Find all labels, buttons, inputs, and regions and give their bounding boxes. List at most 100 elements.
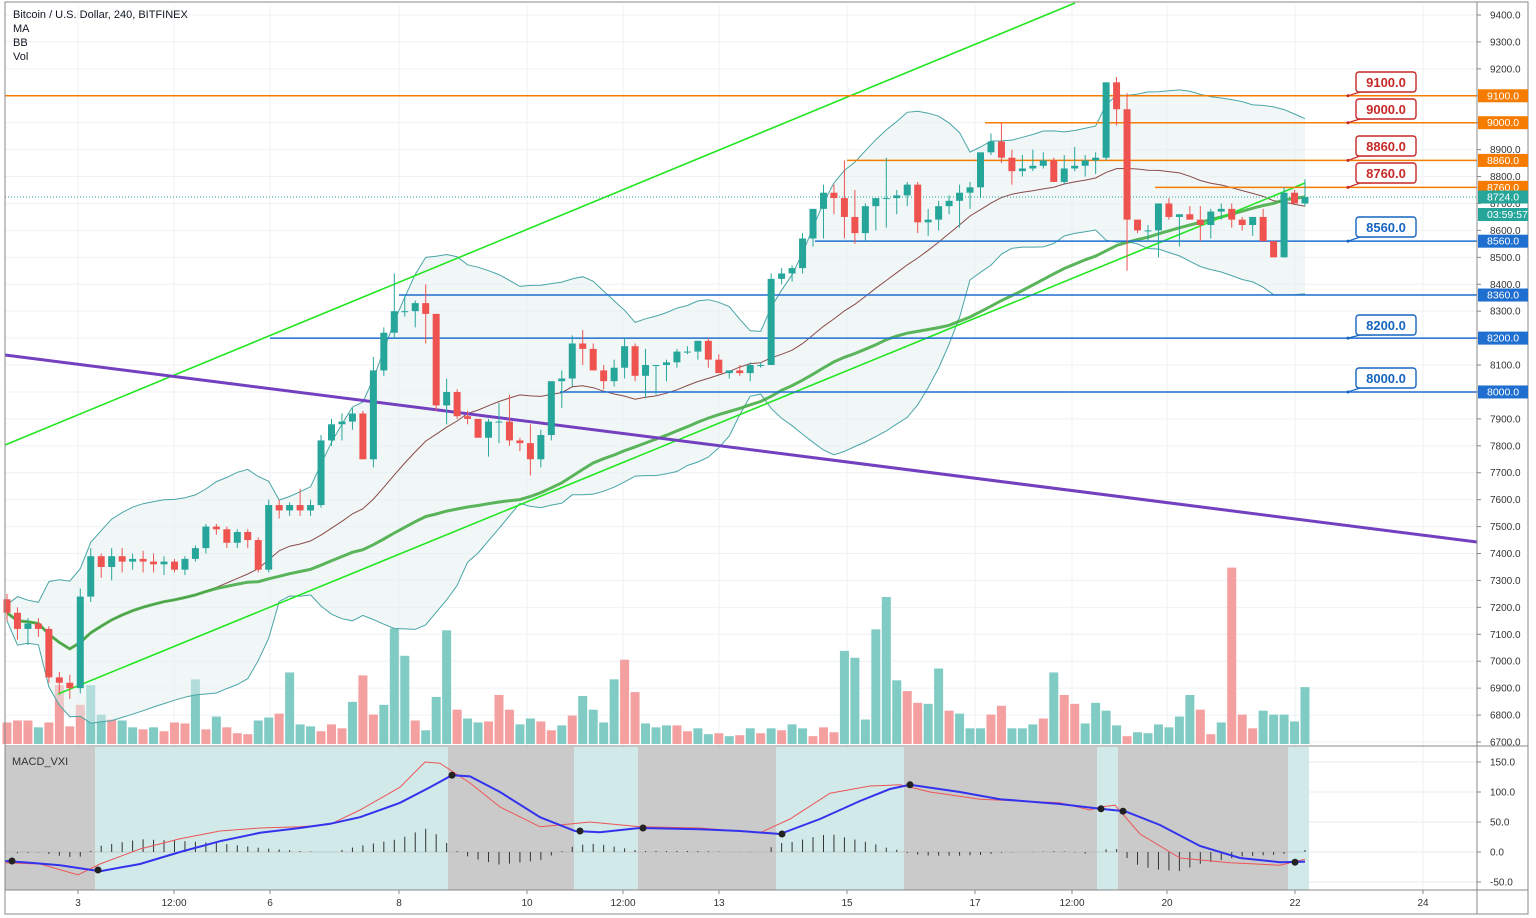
- macd-cross-dot: [576, 827, 584, 835]
- candle-body: [1123, 109, 1131, 220]
- indicator-ma-label[interactable]: MA: [13, 23, 30, 35]
- macd-cross-dot: [1119, 807, 1127, 815]
- candle-body: [1071, 165, 1079, 169]
- volume-bar: [1133, 732, 1143, 744]
- volume-bar: [1091, 702, 1101, 744]
- volume-bar: [724, 736, 734, 744]
- candle-body: [652, 365, 660, 367]
- macd-axis[interactable]: 150.0 100.0 50.0 0.0 -50.0: [1477, 758, 1515, 889]
- callout-box: [1355, 71, 1417, 93]
- candle-body: [736, 370, 744, 374]
- price-tag-label: 03:59:57: [1487, 209, 1528, 221]
- price-tag-label: 8000.0: [1487, 386, 1519, 398]
- price-axis[interactable]: 9400.0 9300.0 9200.0 9100.0 9000.0 8900.0 8800…: [1477, 11, 1528, 749]
- bb-upper: [6, 89, 1306, 606]
- volume-bar: [1174, 716, 1184, 744]
- horizontal-levels[interactable]: [5, 95, 1477, 393]
- volume-bar: [1143, 733, 1153, 744]
- indicator-vol-label[interactable]: Vol: [13, 51, 29, 63]
- callout-8000[interactable]: 8000.0: [1346, 367, 1417, 394]
- volume-bar: [557, 725, 567, 744]
- candle-body: [380, 332, 388, 371]
- price-tag-8724.0: [1478, 190, 1528, 204]
- callout-8760[interactable]: 8760.0: [1346, 162, 1417, 189]
- time-tick-label: 13: [713, 898, 725, 909]
- callout-8860[interactable]: 8860.0: [1346, 135, 1417, 162]
- candle-body: [411, 303, 419, 312]
- candle-body: [338, 421, 346, 425]
- descending-trend-line[interactable]: [4, 353, 1478, 544]
- price-tick-label: 8700.0: [1490, 199, 1521, 210]
- candle-body: [108, 556, 116, 567]
- candle-body: [1186, 214, 1194, 220]
- macd-cross-dot: [639, 824, 647, 832]
- trend-lines[interactable]: [4, 2, 1478, 695]
- callout-label: 9100.0: [1366, 75, 1406, 90]
- candle-body: [422, 303, 430, 314]
- volume-bar: [965, 728, 975, 744]
- candle-body: [129, 558, 137, 562]
- volume-bar: [986, 714, 996, 744]
- macd-cross-dot: [1291, 858, 1299, 866]
- callout-8560[interactable]: 8560.0: [1346, 216, 1417, 243]
- candle-body: [66, 682, 74, 689]
- candle-body: [1175, 214, 1183, 217]
- bb-lower: [6, 229, 1306, 724]
- time-tick-label: 6: [267, 898, 273, 909]
- candle-body: [1029, 165, 1037, 169]
- candle-body: [987, 141, 995, 153]
- callout-9000[interactable]: 9000.0: [1346, 98, 1417, 125]
- volume-bar: [1279, 714, 1289, 744]
- time-axis[interactable]: 3 12:00 6 8 10 12:00 13 15 17 12:00 20 22 24: [75, 890, 1429, 909]
- volume-bar: [253, 720, 263, 744]
- callout-label: 8560.0: [1366, 220, 1406, 235]
- lower-channel-line[interactable]: [57, 182, 1306, 695]
- volume-bar: [1290, 721, 1300, 744]
- price-tick-label: 8800.0: [1490, 172, 1521, 183]
- callout-box: [1355, 162, 1417, 184]
- candle-body: [453, 391, 461, 417]
- volume-bar: [33, 727, 43, 744]
- time-tick-label: 12:00: [610, 898, 635, 909]
- candle-body: [851, 216, 859, 234]
- macd-zone-up: [776, 747, 904, 890]
- time-tick-label: 17: [969, 898, 981, 909]
- candle-body: [1092, 157, 1100, 161]
- price-tag-9000.0: [1478, 116, 1528, 130]
- candle-body: [1050, 160, 1058, 182]
- macd-zone-up: [1288, 747, 1309, 890]
- macd-tick-label: 0.0: [1490, 848, 1504, 859]
- upper-channel-line[interactable]: [4, 2, 1076, 446]
- price-tick-label: 7400.0: [1490, 549, 1521, 560]
- callout-9100[interactable]: 9100.0: [1346, 71, 1417, 98]
- candle-body: [579, 343, 587, 349]
- callout-8200[interactable]: 8200.0: [1346, 314, 1417, 340]
- candle-body: [537, 435, 545, 460]
- volume-bar: [368, 714, 378, 744]
- candle-body: [1280, 192, 1288, 258]
- volume-bar: [515, 724, 525, 744]
- volume-bar: [934, 668, 944, 744]
- candle-body: [882, 198, 890, 200]
- volume-bar: [463, 718, 473, 744]
- indicator-bb-label[interactable]: BB: [13, 37, 28, 49]
- price-callouts[interactable]: 9100.0 9000.0 8860.0 8760.0 8560.0 8200.0 8000…: [1346, 71, 1417, 394]
- candle-body: [1060, 168, 1068, 182]
- volume-bar: [337, 728, 347, 744]
- volume-bar: [1206, 734, 1216, 744]
- candle-body: [1113, 82, 1121, 110]
- time-tick-label: 10: [521, 898, 533, 909]
- candle-body: [495, 421, 503, 423]
- volume-bar: [766, 728, 776, 744]
- candle-body: [390, 311, 398, 333]
- price-tag-03:59:57: [1478, 208, 1528, 221]
- candle-body: [1144, 230, 1152, 232]
- macd-panel-title[interactable]: MACD_VXI: [12, 756, 69, 768]
- candle-body: [1207, 211, 1215, 226]
- candle-body: [799, 238, 807, 269]
- macd-zone-up: [1097, 747, 1118, 890]
- price-tick-label: 8100.0: [1490, 361, 1521, 372]
- symbol-title[interactable]: Bitcoin / U.S. Dollar, 240, BITFINEX: [13, 9, 188, 21]
- candle-body: [170, 561, 178, 570]
